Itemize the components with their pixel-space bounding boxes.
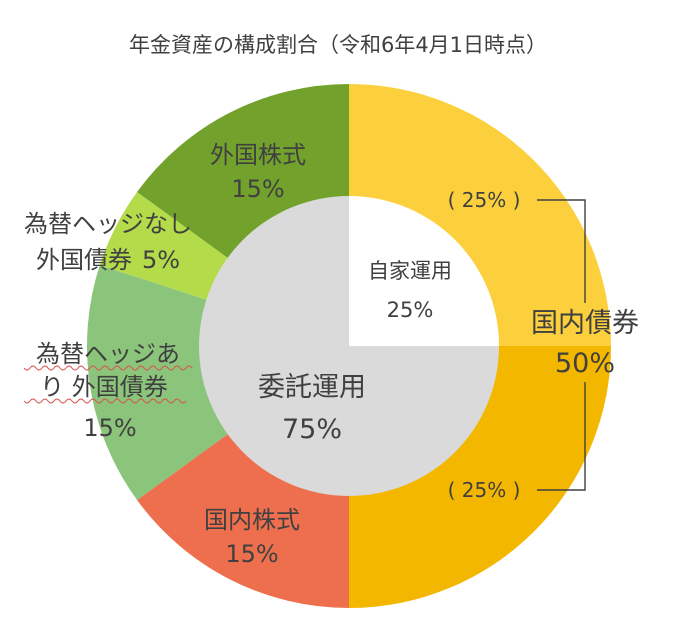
slice-label-foreign-stocks: 外国株式 xyxy=(210,141,306,169)
sub-segment-label-bottom: ( 25% ) xyxy=(448,478,521,502)
inner-value-self-managed: 25% xyxy=(387,298,434,322)
inner-value-entrusted: 75% xyxy=(282,414,342,445)
slice-label-domestic-bonds: 国内債券 xyxy=(531,308,639,339)
spellcheck-underline-2 xyxy=(23,398,187,404)
slice-value-foreign-stocks: 15% xyxy=(231,175,284,203)
slice-value-unhedged-foreign-bonds: 5% xyxy=(142,246,180,274)
slice-label-unhedged-foreign-bonds-name: 外国債券 xyxy=(36,246,132,274)
slice-label-hedged-foreign-bonds-line1: 為替ヘッジあ xyxy=(36,340,180,368)
slice-label-unhedged-foreign-bonds-line2: 外国債券 5% xyxy=(36,246,180,274)
chart-title: 年金資産の構成割合（令和6年4月1日時点） xyxy=(129,33,547,57)
slice-label-domestic-stocks: 国内株式 xyxy=(204,506,300,534)
slice-value-domestic-bonds: 50% xyxy=(555,348,615,379)
inner-label-self-managed: 自家運用 xyxy=(368,259,452,283)
slice-label-unhedged-foreign-bonds-line1: 為替ヘッジなし xyxy=(24,210,192,238)
sub-segment-bracket xyxy=(537,199,586,491)
slice-value-hedged-foreign-bonds: 15% xyxy=(83,414,136,442)
sub-segment-label-top: ( 25% ) xyxy=(448,188,521,212)
spellcheck-underline-1 xyxy=(23,365,193,371)
slice-value-domestic-stocks: 15% xyxy=(225,540,278,568)
inner-label-entrusted: 委託運用 xyxy=(258,372,366,403)
slice-label-hedged-foreign-bonds-line2: り 外国債券 xyxy=(40,373,168,401)
inner-slice-self-managed xyxy=(349,196,499,346)
inner-slice-entrusted xyxy=(199,196,499,496)
